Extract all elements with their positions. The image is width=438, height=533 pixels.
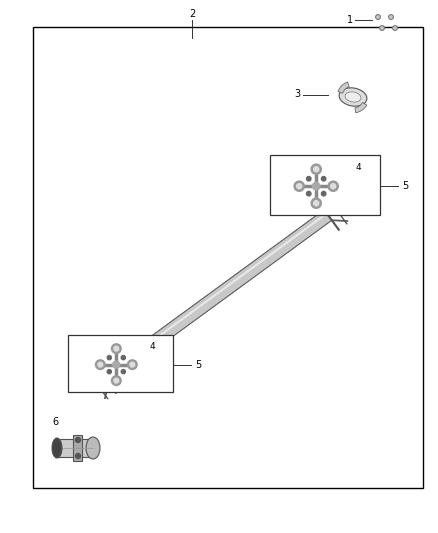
Circle shape <box>112 376 121 385</box>
Circle shape <box>312 182 320 190</box>
Wedge shape <box>338 82 349 93</box>
Circle shape <box>127 360 137 369</box>
Circle shape <box>307 191 311 196</box>
Circle shape <box>389 15 393 19</box>
Circle shape <box>75 454 81 458</box>
Circle shape <box>95 360 105 369</box>
Circle shape <box>311 164 321 174</box>
Circle shape <box>307 176 311 181</box>
Text: 5: 5 <box>402 181 408 191</box>
Circle shape <box>130 362 135 367</box>
Circle shape <box>297 184 302 189</box>
Circle shape <box>376 15 380 19</box>
Circle shape <box>114 346 119 351</box>
Circle shape <box>114 378 119 383</box>
Circle shape <box>381 27 383 29</box>
Circle shape <box>331 184 336 189</box>
Circle shape <box>112 344 121 353</box>
Text: 4: 4 <box>355 163 361 172</box>
Circle shape <box>121 369 125 374</box>
Circle shape <box>107 356 111 360</box>
Bar <box>73 435 82 461</box>
Text: 2: 2 <box>189 9 195 19</box>
Circle shape <box>394 27 396 29</box>
Bar <box>270 155 380 215</box>
Circle shape <box>107 369 111 374</box>
Bar <box>33 27 423 488</box>
Circle shape <box>380 26 384 30</box>
Circle shape <box>377 16 379 18</box>
Circle shape <box>328 181 338 191</box>
Circle shape <box>314 200 319 206</box>
Text: 3: 3 <box>294 89 300 99</box>
Circle shape <box>321 176 326 181</box>
Circle shape <box>294 181 304 191</box>
Circle shape <box>321 191 326 196</box>
Ellipse shape <box>339 88 367 106</box>
Text: 5: 5 <box>195 360 201 370</box>
Wedge shape <box>355 102 367 113</box>
Circle shape <box>390 16 392 18</box>
Text: 1: 1 <box>347 15 353 25</box>
Circle shape <box>75 438 81 442</box>
Circle shape <box>121 356 125 360</box>
Circle shape <box>393 26 397 30</box>
Circle shape <box>98 362 102 367</box>
Circle shape <box>311 198 321 208</box>
Ellipse shape <box>52 438 62 458</box>
Bar <box>68 335 173 392</box>
Text: 4: 4 <box>149 342 155 351</box>
Circle shape <box>314 167 319 172</box>
Polygon shape <box>57 439 93 457</box>
Polygon shape <box>101 210 332 383</box>
Ellipse shape <box>86 437 100 459</box>
Text: 6: 6 <box>52 417 58 427</box>
Ellipse shape <box>345 92 361 102</box>
Circle shape <box>113 361 120 368</box>
